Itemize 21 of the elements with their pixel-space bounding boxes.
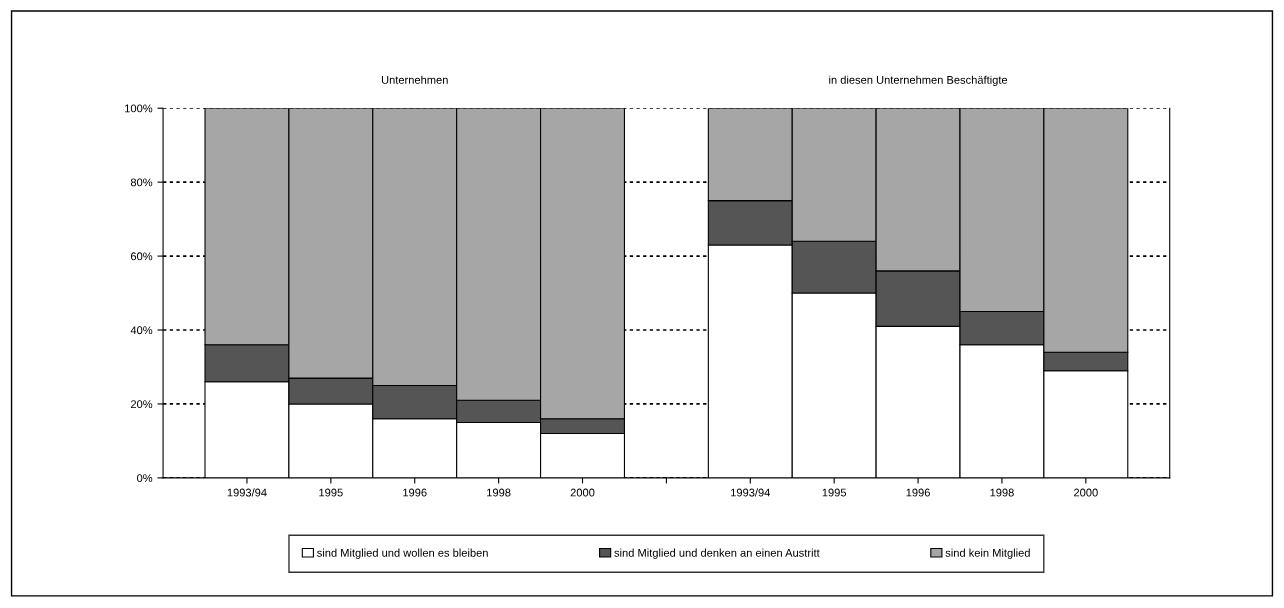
x-tick-label: 1993/94 bbox=[227, 488, 267, 497]
legend-label: sind Mitglied und denken an einen Austritt bbox=[614, 548, 820, 559]
legend-label: sind Mitglied und wollen es bleiben bbox=[317, 548, 488, 559]
x-tick-label: 2000 bbox=[570, 488, 595, 497]
y-tick-label: 80% bbox=[130, 178, 153, 187]
y-tick-label: 100% bbox=[125, 104, 153, 113]
y-tick-label: 40% bbox=[130, 326, 153, 335]
x-tick-label: 1998 bbox=[487, 488, 511, 497]
legend-label: sind kein Mitglied bbox=[945, 548, 1030, 559]
x-tick-label: 1995 bbox=[319, 488, 343, 497]
x-tick-label: 1998 bbox=[990, 488, 1014, 497]
x-tick-label: 1996 bbox=[906, 488, 930, 497]
x-tick-label: 1995 bbox=[822, 488, 847, 497]
text: Unternehmen bbox=[381, 75, 448, 84]
x-tick-label: 2000 bbox=[1074, 488, 1098, 497]
y-tick-label: 20% bbox=[130, 400, 153, 409]
y-tick-label: 60% bbox=[130, 252, 153, 261]
x-tick-label: 1993/94 bbox=[731, 488, 771, 497]
text: in diesen Unternehmen Beschäftigte bbox=[829, 75, 1008, 87]
y-tick-label: 0% bbox=[137, 474, 153, 483]
x-tick-label: 1996 bbox=[403, 488, 427, 497]
